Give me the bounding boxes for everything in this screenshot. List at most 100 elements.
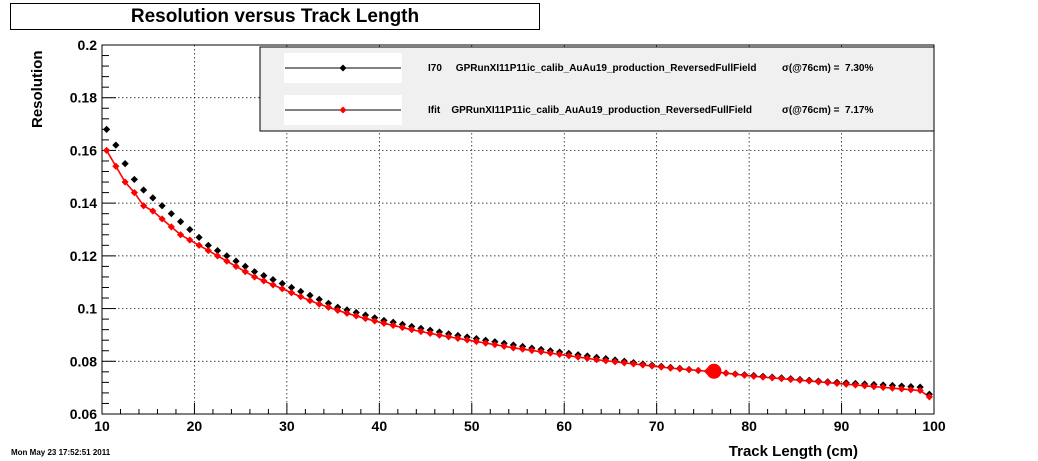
data-point-series-2 — [685, 366, 693, 374]
data-point-series-2 — [445, 333, 453, 341]
data-point-series-2 — [426, 329, 434, 337]
data-point-series-2 — [121, 178, 129, 186]
series-layer — [103, 125, 933, 401]
data-point-series-2 — [324, 303, 333, 311]
data-point-series-2 — [389, 321, 397, 330]
data-point-series-1 — [232, 257, 240, 265]
legend-label-2: Ifit GPRunXI11P11ic_calib_AuAu19_product… — [428, 105, 752, 116]
data-point-series-2 — [500, 342, 508, 350]
data-point-series-2 — [602, 357, 610, 365]
data-point-series-2 — [528, 346, 536, 355]
data-point-series-2 — [796, 376, 804, 384]
data-point-series-1 — [149, 194, 157, 202]
data-point-series-2 — [925, 393, 933, 401]
data-point-series-1 — [186, 225, 194, 234]
data-point-series-1 — [213, 246, 222, 255]
data-point-series-1 — [121, 160, 129, 168]
x-tick-label: 70 — [649, 418, 665, 434]
data-point-series-2 — [491, 341, 499, 349]
x-tick-label: 30 — [279, 418, 295, 434]
data-point-series-2 — [306, 297, 314, 305]
y-tick-label: 0.1 — [78, 301, 98, 317]
x-axis-title: Track Length (cm) — [729, 443, 858, 460]
data-point-series-2 — [361, 314, 370, 323]
data-point-series-2 — [666, 364, 675, 372]
data-point-series-2 — [241, 268, 249, 276]
x-tick-label: 50 — [464, 418, 480, 434]
data-point-series-2 — [213, 252, 222, 260]
data-point-series-2 — [546, 349, 554, 357]
data-point-series-2 — [805, 377, 813, 385]
data-point-series-2 — [676, 365, 684, 373]
data-point-series-2 — [472, 337, 480, 346]
data-point-series-2 — [888, 384, 896, 392]
y-tick-label: 0.08 — [70, 353, 97, 369]
data-point-series-1 — [112, 141, 120, 149]
data-point-series-1 — [167, 210, 175, 218]
data-point-series-2 — [833, 379, 841, 388]
tick-layer — [101, 44, 935, 415]
data-point-series-2 — [842, 380, 850, 388]
timestamp: Mon May 23 17:52:51 2011 — [11, 448, 111, 457]
data-point-series-1 — [297, 287, 305, 296]
highlight-point — [706, 363, 722, 379]
data-point-series-2 — [768, 374, 776, 382]
data-point-series-2 — [694, 366, 702, 375]
data-point-series-2 — [297, 293, 305, 301]
data-point-series-2 — [777, 375, 786, 383]
data-point-series-2 — [167, 223, 175, 231]
x-tick-label: 100 — [922, 418, 946, 434]
data-point-series-1 — [223, 252, 231, 260]
data-point-series-2 — [371, 317, 379, 325]
y-tick-labels: 0.06 0.08 0.1 0.12 0.14 0.16 0.18 0.2 — [70, 37, 97, 422]
data-point-series-2 — [870, 382, 878, 391]
data-point-series-1 — [260, 272, 268, 280]
data-point-series-1 — [250, 268, 259, 276]
data-point-series-2 — [787, 375, 795, 384]
data-point-series-2 — [186, 236, 194, 244]
legend-label-1: I70 GPRunXI11P11ic_calib_AuAu19_producti… — [428, 63, 756, 74]
y-tick-label: 0.16 — [70, 142, 97, 158]
data-point-series-1 — [130, 175, 138, 184]
data-point-series-2 — [759, 373, 767, 381]
chart-title: Resolution versus Track Length — [130, 6, 420, 27]
data-point-series-2 — [639, 361, 647, 369]
data-point-series-2 — [103, 146, 111, 155]
data-point-series-1 — [241, 262, 249, 270]
data-point-series-1 — [324, 299, 333, 307]
data-point-series-2 — [879, 383, 887, 391]
data-point-series-2 — [408, 326, 416, 334]
y-tick-label: 0.14 — [70, 195, 97, 211]
data-point-series-2 — [380, 319, 388, 327]
data-point-series-2 — [574, 353, 582, 361]
data-point-series-1 — [315, 295, 323, 303]
data-point-series-2 — [750, 372, 758, 380]
data-point-series-2 — [629, 360, 638, 368]
data-point-series-2 — [861, 382, 869, 390]
x-tick-label: 40 — [372, 418, 388, 434]
data-point-series-2 — [158, 215, 166, 223]
data-point-series-2 — [435, 331, 444, 339]
data-point-series-1 — [140, 186, 148, 194]
chart-title-box: Resolution versus Track Length — [10, 3, 540, 30]
data-point-series-1 — [287, 283, 296, 292]
x-tick-label: 10 — [94, 418, 110, 434]
data-point-series-2 — [398, 323, 407, 332]
data-point-series-2 — [287, 289, 296, 297]
data-point-series-2 — [223, 257, 231, 265]
data-point-series-1 — [195, 233, 203, 242]
data-point-series-2 — [352, 312, 360, 320]
data-point-series-1 — [204, 241, 212, 249]
data-point-series-2 — [204, 246, 212, 255]
data-point-series-1 — [269, 275, 277, 284]
x-tick-label: 90 — [834, 418, 850, 434]
data-point-series-2 — [592, 356, 601, 364]
legend-note-2: σ(@76cm) = 7.17% — [782, 105, 873, 116]
data-point-series-2 — [260, 277, 268, 285]
data-point-series-2 — [417, 327, 425, 336]
data-point-series-2 — [907, 386, 915, 394]
y-tick-label: 0.18 — [70, 90, 97, 106]
data-point-series-1 — [306, 291, 314, 299]
data-point-series-2 — [176, 231, 185, 239]
